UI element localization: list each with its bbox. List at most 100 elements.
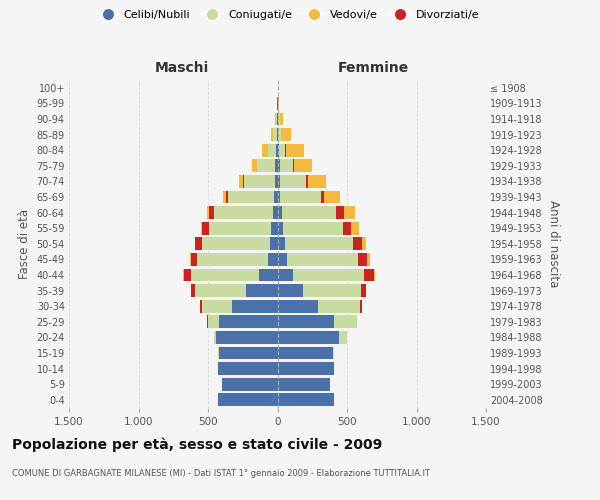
Bar [277,331,340,344]
Bar [278,112,280,126]
Bar [190,253,191,266]
Bar [361,284,366,297]
Bar [333,346,334,360]
Bar [274,190,277,203]
Bar [277,128,278,141]
Bar [283,222,343,234]
Text: Femmine: Femmine [338,61,409,75]
Bar [184,268,191,281]
Bar [208,316,219,328]
Bar [293,160,294,172]
Bar [277,394,334,406]
Bar [195,238,196,250]
Bar [271,128,274,141]
Bar [196,284,245,297]
Bar [257,160,275,172]
Bar [280,190,320,203]
Bar [281,128,291,141]
Bar [262,144,268,156]
Bar [279,144,285,156]
Bar [318,300,359,312]
Bar [245,284,277,297]
Bar [343,222,351,234]
Bar [344,206,355,219]
Bar [243,175,244,188]
Y-axis label: Anni di nascita: Anni di nascita [547,200,560,288]
Y-axis label: Fasce di età: Fasce di età [18,208,31,279]
Bar [201,222,202,234]
Bar [306,175,308,188]
Bar [232,300,277,312]
Bar [191,268,259,281]
Bar [191,253,197,266]
Bar [277,144,279,156]
Bar [275,175,277,188]
Bar [202,222,209,234]
Bar [374,268,376,281]
Bar [277,362,334,375]
Bar [217,331,277,344]
Bar [277,316,334,328]
Bar [268,253,277,266]
Bar [358,253,367,266]
Bar [351,222,359,234]
Bar [293,268,364,281]
Bar [222,378,277,390]
Bar [274,128,277,141]
Bar [280,175,306,188]
Bar [320,190,324,203]
Bar [214,206,272,219]
Bar [277,112,278,126]
Bar [209,206,214,219]
Bar [277,238,285,250]
Bar [253,160,257,172]
Bar [268,144,276,156]
Bar [336,206,344,219]
Bar [308,175,326,188]
Bar [244,175,275,188]
Bar [197,253,268,266]
Bar [214,331,217,344]
Bar [364,268,374,281]
Bar [357,316,358,328]
Bar [208,206,209,219]
Bar [277,160,280,172]
Bar [277,206,281,219]
Bar [277,300,318,312]
Bar [285,144,286,156]
Bar [219,316,277,328]
Bar [277,268,293,281]
Bar [223,190,226,203]
Bar [334,316,357,328]
Bar [286,144,304,156]
Bar [226,190,228,203]
Bar [362,238,366,250]
Bar [324,190,340,203]
Bar [209,222,271,234]
Bar [366,284,367,297]
Bar [278,97,279,110]
Bar [272,206,277,219]
Bar [367,253,370,266]
Bar [202,300,232,312]
Bar [202,238,270,250]
Bar [353,238,362,250]
Bar [277,222,283,234]
Bar [196,238,202,250]
Bar [278,128,281,141]
Bar [271,222,277,234]
Bar [277,346,333,360]
Bar [191,284,196,297]
Bar [218,394,277,406]
Bar [277,175,280,188]
Bar [275,160,277,172]
Bar [200,300,202,312]
Bar [218,362,277,375]
Bar [275,112,277,126]
Bar [270,238,277,250]
Text: COMUNE DI GARBAGNATE MILANESE (MI) - Dati ISTAT 1° gennaio 2009 - Elaborazione T: COMUNE DI GARBAGNATE MILANESE (MI) - Dat… [12,469,430,478]
Bar [302,284,361,297]
Bar [218,346,219,360]
Bar [287,253,358,266]
Bar [277,378,331,390]
